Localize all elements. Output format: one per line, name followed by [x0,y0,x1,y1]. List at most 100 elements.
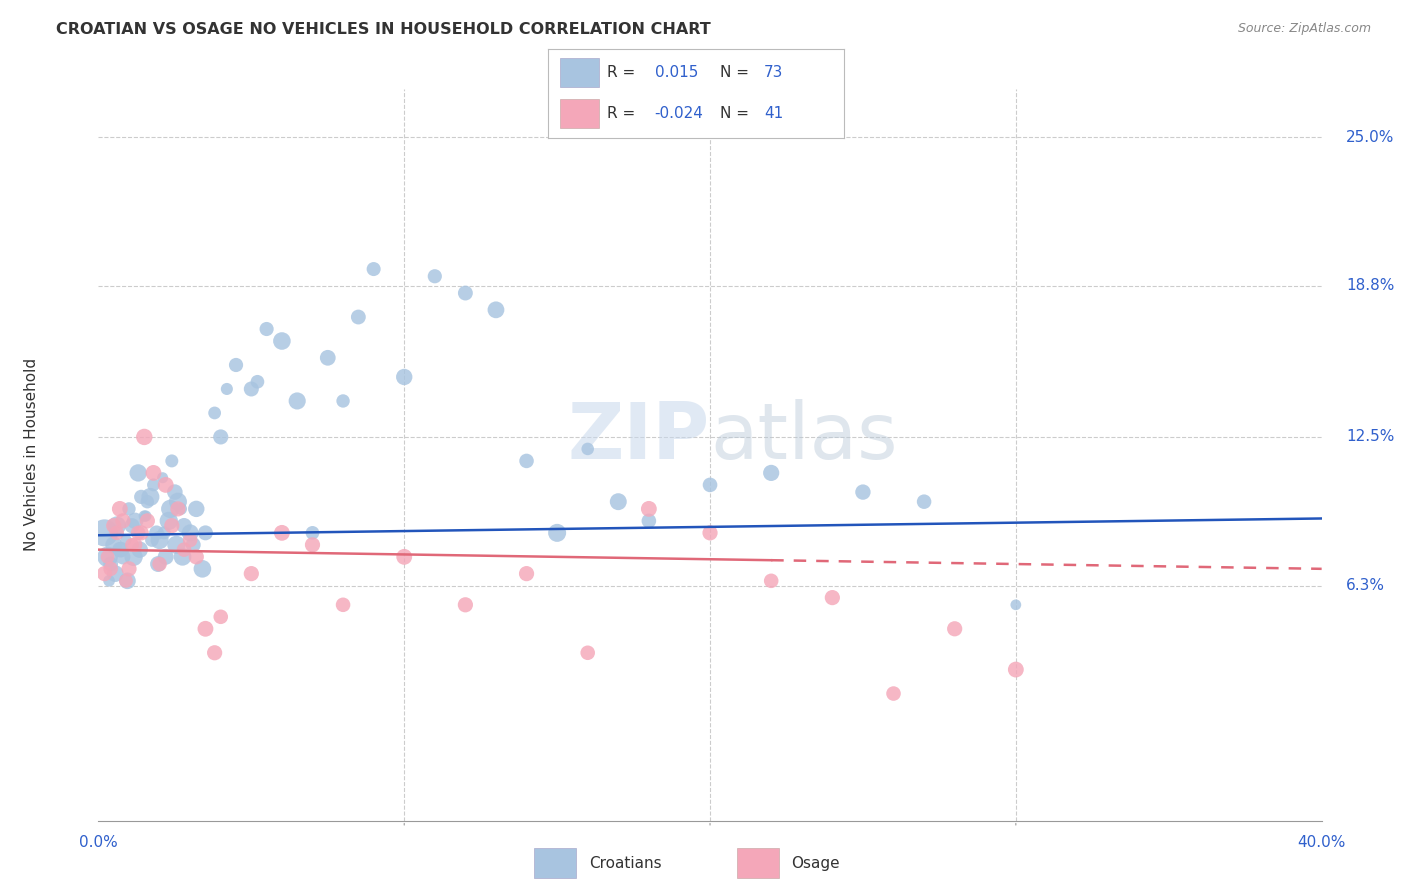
Point [454,598,477,612]
Point [943,622,966,636]
Point [1004,663,1026,677]
Text: atlas: atlas [710,399,897,475]
Point [181,538,204,552]
Text: ZIP: ZIP [568,399,710,475]
Point [108,501,131,516]
Point [516,566,538,581]
Point [97,549,120,564]
Text: 6.3%: 6.3% [1346,578,1385,593]
Bar [534,848,576,878]
Point [115,574,138,588]
Point [576,442,599,456]
Text: Source: ZipAtlas.com: Source: ZipAtlas.com [1237,22,1371,36]
Point [912,494,935,508]
Text: No Vehicles in Household: No Vehicles in Household [24,359,38,551]
Point [301,538,323,552]
Point [135,509,157,524]
Point [93,525,115,540]
Point [136,514,159,528]
Point [121,538,143,552]
Point [485,302,508,317]
Point [111,549,134,564]
Point [761,574,783,588]
Point [256,322,278,336]
Point [173,542,195,557]
Point [146,557,169,571]
Point [155,549,177,564]
Point [118,501,141,516]
Point [191,562,214,576]
Point [105,518,128,533]
Point [129,490,152,504]
Text: 0.015: 0.015 [655,65,697,79]
Point [546,525,568,540]
Point [118,562,141,576]
Point [1004,598,1026,612]
Point [883,687,905,701]
Text: R =: R = [607,106,641,120]
Point [699,525,721,540]
Point [194,525,217,540]
Point [392,370,416,384]
Point [128,542,150,557]
Point [160,454,183,468]
Point [163,485,186,500]
Point [392,549,416,564]
Point [167,501,190,516]
Point [699,478,721,492]
Point [179,533,201,547]
Point [209,430,232,444]
Text: 73: 73 [763,65,783,79]
Point [104,566,127,581]
Point [576,646,599,660]
Text: 41: 41 [763,106,783,120]
Point [454,286,477,301]
Point [316,351,339,365]
Point [97,549,120,564]
Point [194,622,217,636]
Point [121,518,143,533]
Point [111,514,134,528]
Point [347,310,370,324]
Point [100,562,122,576]
Point [139,490,162,504]
Text: N =: N = [720,65,754,79]
Point [363,262,385,277]
Point [240,566,263,581]
Point [761,466,783,480]
Point [141,533,163,547]
Text: 25.0%: 25.0% [1346,129,1395,145]
Bar [737,848,779,878]
Point [110,542,132,557]
Point [127,466,149,480]
Point [152,471,174,485]
Point [607,494,630,508]
Point [105,525,128,540]
Text: 18.8%: 18.8% [1346,278,1395,293]
Point [637,501,661,516]
Point [160,518,183,533]
Bar [560,99,599,128]
Point [167,494,190,508]
Point [115,533,138,547]
Point [165,538,187,552]
Text: 0.0%: 0.0% [79,835,118,850]
Text: N =: N = [720,106,754,120]
Point [240,382,263,396]
Point [179,525,201,540]
Text: R =: R = [607,65,641,79]
Text: CROATIAN VS OSAGE NO VEHICLES IN HOUSEHOLD CORRELATION CHART: CROATIAN VS OSAGE NO VEHICLES IN HOUSEHO… [56,22,711,37]
Point [153,525,176,540]
Point [103,538,125,552]
Point [852,485,875,500]
Text: Croatians: Croatians [589,855,662,871]
Point [100,557,122,571]
Text: -0.024: -0.024 [655,106,703,120]
Point [301,525,323,540]
Point [332,598,354,612]
Bar [560,58,599,87]
Text: Osage: Osage [792,855,841,871]
Point [157,514,180,528]
Point [172,549,194,564]
Point [103,518,125,533]
